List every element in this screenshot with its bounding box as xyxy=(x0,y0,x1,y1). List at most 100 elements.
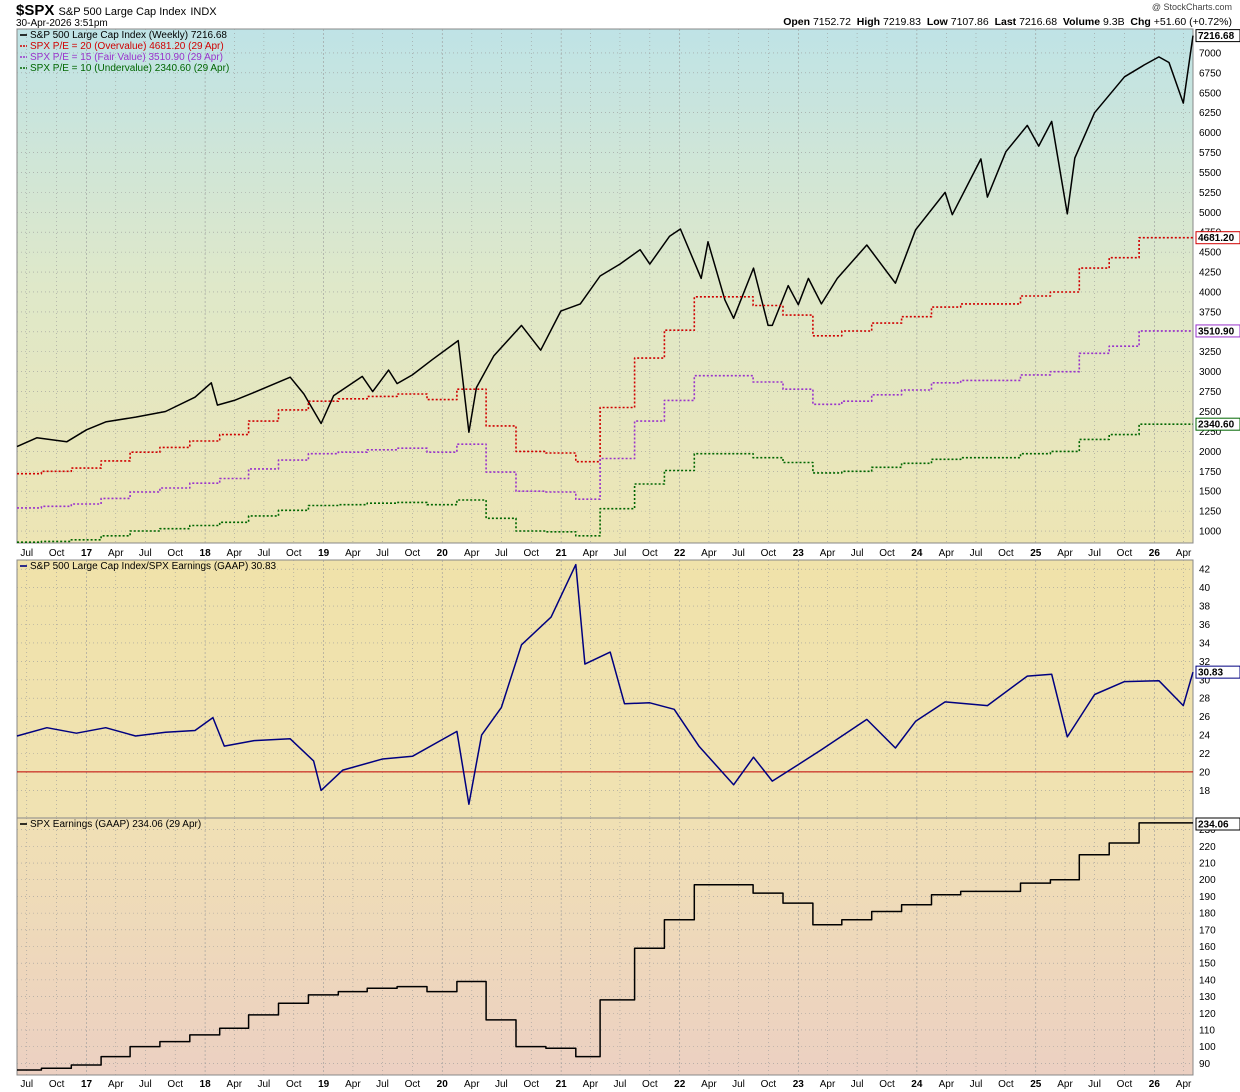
last-value-tag-text: 234.06 xyxy=(1198,820,1229,831)
y-tick-label: 2250 xyxy=(1199,427,1222,438)
x-tick-label: Apr xyxy=(820,548,836,559)
x-tick-label: 18 xyxy=(200,548,212,559)
y-tick-label: 210 xyxy=(1199,859,1216,870)
x-tick-label: Oct xyxy=(405,548,421,559)
volume-label: Volume xyxy=(1062,16,1101,28)
y-tick-label: 6500 xyxy=(1199,88,1222,99)
x-tick-label: 20 xyxy=(437,548,449,559)
x-tick-label: Jul xyxy=(970,1079,983,1090)
y-tick-label: 90 xyxy=(1199,1059,1211,1070)
exchange: INDX xyxy=(190,6,217,18)
y-tick-label: 5000 xyxy=(1199,208,1222,219)
y-tick-label: 230 xyxy=(1199,825,1216,836)
x-tick-label: Oct xyxy=(761,548,777,559)
x-tick-label: Jul xyxy=(970,548,983,559)
last-value-tag xyxy=(1195,665,1240,679)
x-tick-label: Jul xyxy=(614,548,627,559)
y-tick-label: 36 xyxy=(1199,620,1211,631)
y-tick-label: 26 xyxy=(1199,712,1211,723)
symbol: $SPX xyxy=(16,2,55,19)
x-tick-label: Jul xyxy=(614,1079,627,1090)
x-tick-label: Oct xyxy=(405,1079,421,1090)
y-tick-label: 18 xyxy=(1199,786,1211,797)
x-tick-label: Oct xyxy=(642,1079,658,1090)
x-tick-label: Oct xyxy=(1117,548,1133,559)
last-value-tag-text: 30.83 xyxy=(1198,668,1223,679)
legend-label: SPX P/E = 20 (Overvalue) 4681.20 (29 Apr… xyxy=(30,41,224,52)
x-tick-label: Jul xyxy=(376,548,389,559)
y-tick-label: 180 xyxy=(1199,909,1216,920)
y-tick-label: 5750 xyxy=(1199,148,1222,159)
legend-label: SPX P/E = 10 (Undervalue) 2340.60 (29 Ap… xyxy=(30,63,229,74)
legend-label: SPX P/E = 15 (Fair Value) 3510.90 (29 Ap… xyxy=(30,52,223,63)
low-label: Low xyxy=(926,16,948,28)
x-tick-label: Jul xyxy=(1088,1079,1101,1090)
x-tick-label: Oct xyxy=(642,548,658,559)
last-value-tag xyxy=(1195,231,1240,245)
last-value-tag-text: 7216.68 xyxy=(1198,31,1235,42)
y-tick-label: 220 xyxy=(1199,842,1216,853)
legend-label: SPX Earnings (GAAP) 234.06 (29 Apr) xyxy=(30,819,201,830)
y-tick-label: 6250 xyxy=(1199,108,1222,119)
y-tick-label: 34 xyxy=(1199,638,1211,649)
y-tick-label: 200 xyxy=(1199,875,1216,886)
x-tick-label: 25 xyxy=(1030,548,1042,559)
x-tick-label: Apr xyxy=(227,548,243,559)
y-tick-label: 28 xyxy=(1199,694,1211,705)
series-line-0 xyxy=(16,35,1194,448)
x-tick-label: Jul xyxy=(257,1079,270,1090)
index-name: S&P 500 Large Cap Index xyxy=(58,6,187,18)
x-tick-label: Jul xyxy=(139,1079,152,1090)
panel-price: 1000 1250 1500 1750 2000 2250 2500 2750 3000 3250… xyxy=(16,28,1240,559)
series-line-3 xyxy=(17,423,1193,543)
x-tick-label: 22 xyxy=(674,548,686,559)
y-tick-label: 40 xyxy=(1199,583,1211,594)
x-tick-label: Apr xyxy=(820,1079,836,1090)
series-line-0 xyxy=(17,822,1193,1071)
x-tick-label: Jul xyxy=(20,1079,33,1090)
last-value: 7216.68 xyxy=(1019,16,1058,28)
chg-label: Chg xyxy=(1130,16,1151,28)
x-tick-label: Oct xyxy=(761,1079,777,1090)
x-tick-label: Oct xyxy=(167,548,183,559)
x-tick-label: Oct xyxy=(523,548,539,559)
y-tick-label: 7000 xyxy=(1199,48,1222,59)
x-tick-label: Oct xyxy=(523,1079,539,1090)
y-tick-label: 150 xyxy=(1199,959,1216,970)
x-tick-label: Apr xyxy=(345,1079,361,1090)
x-tick-label: Apr xyxy=(345,548,361,559)
x-tick-label: Jul xyxy=(257,548,270,559)
x-tick-label: Apr xyxy=(464,1079,480,1090)
x-tick-label: 25 xyxy=(1030,1079,1042,1090)
x-tick-label: Apr xyxy=(701,548,717,559)
x-tick-label: Jul xyxy=(732,548,745,559)
y-tick-label: 2000 xyxy=(1199,447,1222,458)
y-tick-label: 110 xyxy=(1199,1025,1215,1036)
ohlc-bar: Open 7152.72 High 7219.83 Low 7107.86 La… xyxy=(783,16,1232,28)
x-tick-label: Apr xyxy=(1176,1079,1192,1090)
x-tick-label: 26 xyxy=(1149,1079,1161,1090)
chg-value: +51.60 (+0.72%) xyxy=(1153,16,1232,28)
x-tick-label: 18 xyxy=(200,1079,212,1090)
last-value-tag xyxy=(1195,417,1240,431)
y-tick-label: 140 xyxy=(1199,975,1216,986)
y-tick-label: 3000 xyxy=(1199,367,1222,378)
x-tick-label: Jul xyxy=(851,548,864,559)
open-label: Open xyxy=(783,16,811,28)
x-tick-label: 17 xyxy=(81,548,93,559)
x-tick-label: Apr xyxy=(583,548,599,559)
y-tick-label: 1750 xyxy=(1199,467,1222,478)
high-value: 7219.83 xyxy=(883,16,921,28)
last-label: Last xyxy=(994,16,1017,28)
y-tick-label: 130 xyxy=(1199,992,1216,1003)
last-value-tag xyxy=(1195,29,1240,43)
x-tick-label: Oct xyxy=(879,1079,895,1090)
x-tick-label: 21 xyxy=(556,1079,568,1090)
y-tick-label: 2500 xyxy=(1199,407,1222,418)
y-tick-label: 38 xyxy=(1199,602,1211,613)
y-tick-label: 20 xyxy=(1199,767,1211,778)
low-value: 7107.86 xyxy=(950,16,989,28)
x-tick-label: 26 xyxy=(1149,548,1161,559)
x-tick-label: Apr xyxy=(227,1079,243,1090)
